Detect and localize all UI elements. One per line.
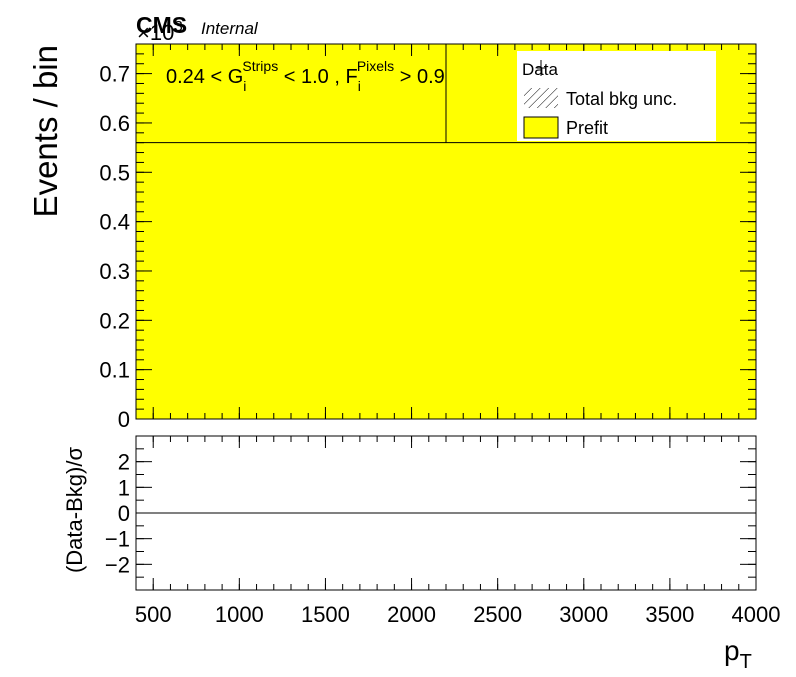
legend-item-prefit: Prefit [523,116,608,139]
ratio-ytick-label: −1 [105,527,130,552]
main-ytick-label: 0.7 [99,62,130,87]
main-ytick-label: 0.1 [99,358,130,383]
legend-label-prefit: Prefit [566,118,608,138]
x-tick-label: 3500 [645,602,694,627]
main-ytick-label: 0.3 [99,259,130,284]
main-ytick-label: 0.2 [99,308,130,333]
main-ytick-label: 0.6 [99,111,130,136]
cms-label: CMS [136,12,187,38]
x-tick-labels: 500 1000 1500 2000 2500 3000 3500 4000 [135,602,781,627]
prefit-swatch-icon [523,116,559,139]
legend-label-data: Data [522,60,558,79]
ratio-y-axis-title: (Data-Bkg)/σ [62,447,87,573]
legend-item-data: Data [522,60,558,79]
main-y-axis-title: Events / bin [27,45,64,217]
x-tick-label: 1500 [301,602,350,627]
legend: Data Total bkg unc. Prefit [517,51,716,141]
legend-item-bkg-unc: Total bkg unc. [524,88,677,109]
region-label: 0.24 < GiStrips < 1.0 , FiPixels > 0.9 [166,58,445,94]
ratio-ytick-label: −2 [105,552,130,577]
exponent-power: 3 [174,18,182,35]
ratio-axis-ticks [135,435,757,591]
x-tick-label: 500 [135,602,172,627]
region-g-sub: i [243,78,246,94]
x-axis-title-sub: T [740,651,752,672]
region-f-sub: i [358,78,361,94]
ratio-ytick-label: 0 [118,501,130,526]
x-tick-label: 2500 [473,602,522,627]
x-tick-label: 4000 [732,602,781,627]
x-axis-title: pT [724,635,752,672]
x-axis-title-main: p [724,635,740,666]
ratio-ytick-label: 2 [118,450,130,475]
region-part2: < 1.0 , F [278,66,357,88]
region-f-sup: Pixels [357,58,394,74]
x-tick-label: 2000 [387,602,436,627]
prefit-bar-bg-0 [136,44,446,419]
region-part3: > 0.9 [394,66,445,88]
region-g-sup: Strips [242,58,278,74]
main-panel: 00.10.20.30.40.50.60.7 0.24 < GiStrips <… [27,12,757,432]
hatch-swatch-icon [524,88,558,108]
internal-label: Internal [201,19,259,38]
main-axis-ticks [135,43,757,420]
main-ytick-label: 0.5 [99,160,130,185]
main-ytick-label: 0.4 [99,210,130,235]
legend-label-bkg-unc: Total bkg unc. [566,89,677,109]
x-tick-label: 3000 [559,602,608,627]
y-exponent-label: ×103 [137,18,183,45]
x-tick-label: 1000 [215,602,264,627]
main-ytick-label: 0 [118,407,130,432]
main-y-tick-labels: 0 0.1 0.2 0.3 0.4 0.5 0.6 0.7 [99,62,130,432]
exponent-base: ×10 [137,20,174,45]
region-part1: 0.24 < G [166,66,243,88]
ratio-ytick-label: 1 [118,475,130,500]
